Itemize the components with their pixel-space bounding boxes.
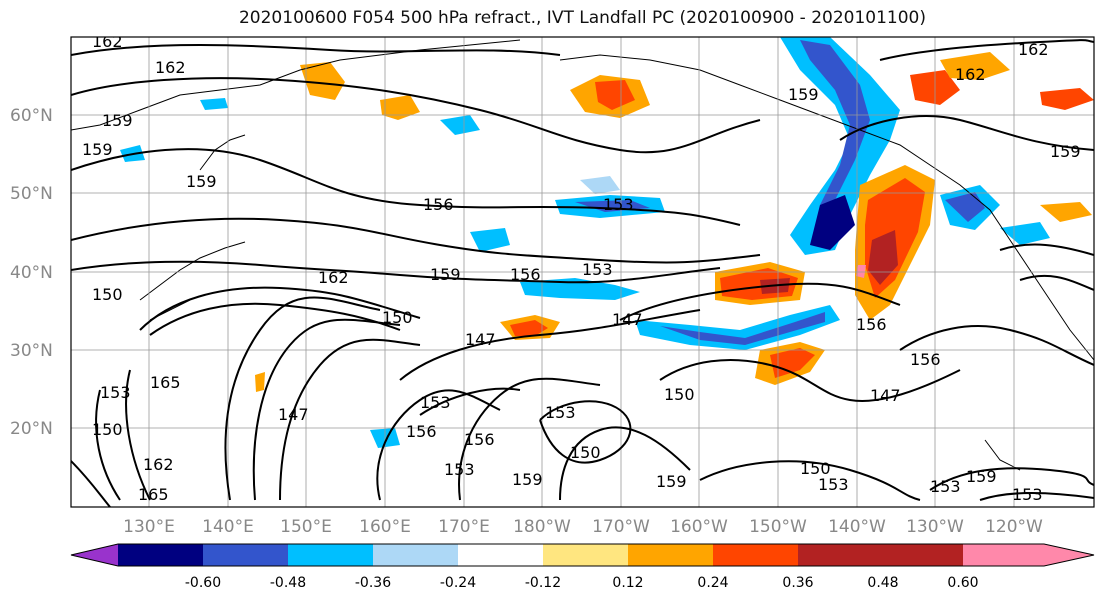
contour-label: 159	[966, 467, 997, 486]
contour-label-group: 162 162 159 159 159 156 153 159 156 153 …	[82, 32, 1081, 504]
lon-label-140e: 140°E	[202, 517, 254, 537]
refractivity-contours	[71, 39, 1094, 507]
lat-label-60n: 60°N	[10, 106, 53, 126]
contour-label: 153	[545, 403, 576, 422]
contour-label: 147	[612, 310, 643, 329]
contour-label: 156	[406, 422, 437, 441]
colorbar-tick-label: 0.48	[867, 575, 898, 591]
contour-label: 156	[910, 350, 941, 369]
latitude-labels: 60°N 50°N 40°N 30°N 20°N	[10, 106, 53, 439]
contour-label: 147	[278, 405, 309, 424]
colorbar-tick-label: -0.24	[440, 575, 476, 591]
contour-label: 165	[150, 373, 181, 392]
contour-label: 159	[430, 265, 461, 284]
colorbar-tick-label: 0.36	[782, 575, 813, 591]
ivt-shading	[120, 37, 1094, 448]
colorbar-swatch	[288, 544, 373, 566]
contour-label: 153	[818, 475, 849, 494]
contour-label: 153	[1012, 485, 1043, 504]
contour-label: 156	[856, 315, 887, 334]
contour-label: 159	[656, 472, 687, 491]
colorbar-swatch	[203, 544, 288, 566]
contour-label: 153	[582, 260, 613, 279]
contour-label: 150	[664, 385, 695, 404]
lat-label-50n: 50°N	[10, 184, 53, 204]
contour-label: 150	[92, 420, 123, 439]
negative-anomaly-subtropical	[635, 305, 840, 350]
lon-label-160e: 160°E	[359, 517, 411, 537]
colorbar-tick-label: -0.36	[355, 575, 391, 591]
lon-label-170w: 170°W	[592, 517, 650, 537]
contour-label: 159	[186, 172, 217, 191]
lon-label-130w: 130°W	[906, 517, 964, 537]
lon-label-150e: 150°E	[280, 517, 332, 537]
lat-label-30n: 30°N	[10, 341, 53, 361]
contour-label: 153	[930, 477, 961, 496]
lon-label-170e: 170°E	[438, 517, 490, 537]
contour-label: 150	[92, 285, 123, 304]
contour-label: 162	[955, 65, 986, 84]
colorbar-swatch	[798, 544, 883, 566]
longitude-labels: 130°E 140°E 150°E 160°E 170°E 180°W 170°…	[123, 517, 1043, 537]
contour-label: 159	[788, 85, 819, 104]
colorbar: -0.60 -0.48 -0.36 -0.24 -0.12 0.12 0.24 …	[70, 543, 1095, 591]
contour-label: 159	[1050, 142, 1081, 161]
map-frame	[70, 36, 1095, 508]
lon-label-160w: 160°W	[670, 517, 728, 537]
contour-label: 150	[382, 308, 413, 327]
map-title: 2020100600 F054 500 hPa refract., IVT La…	[238, 8, 926, 28]
colorbar-swatch	[963, 544, 1044, 566]
contour-label: 147	[465, 330, 496, 349]
lat-label-40n: 40°N	[10, 263, 53, 283]
colorbar-swatch	[543, 544, 628, 566]
lat-label-20n: 20°N	[10, 419, 53, 439]
contour-label: 147	[870, 386, 901, 405]
colorbar-tick-label: -0.48	[270, 575, 306, 591]
lon-label-140w: 140°W	[828, 517, 886, 537]
contour-label: 156	[464, 430, 495, 449]
contour-label: 150	[800, 459, 831, 478]
contour-label: 159	[512, 470, 543, 489]
colorbar-tick-label: -0.60	[185, 575, 221, 591]
colorbar-tick-label: 0.60	[947, 575, 978, 591]
contour-label: 162	[92, 32, 123, 51]
lon-label-120w: 120°W	[985, 517, 1043, 537]
lon-label-130e: 130°E	[123, 517, 175, 537]
contour-label: 162	[318, 268, 349, 287]
colorbar-swatch	[458, 544, 543, 566]
contour-label: 156	[423, 195, 454, 214]
colorbar-swatch	[883, 544, 963, 566]
colorbar-tick-label: 0.24	[697, 575, 728, 591]
colorbar-extend-max	[1044, 544, 1094, 566]
contour-label: 153	[444, 460, 475, 479]
graticule	[71, 37, 1094, 507]
contour-label: 156	[510, 265, 541, 284]
colorbar-swatch	[628, 544, 713, 566]
colorbar-tick-label: -0.12	[525, 575, 561, 591]
contour-label: 150	[570, 443, 601, 462]
contour-label: 153	[100, 383, 131, 402]
contour-label: 162	[143, 455, 174, 474]
contour-label: 153	[420, 393, 451, 412]
colorbar-swatch	[373, 544, 458, 566]
contour-label: 159	[82, 140, 113, 159]
colorbar-extend-min	[71, 544, 118, 566]
lon-label-150w: 150°W	[749, 517, 807, 537]
colorbar-outline	[70, 543, 1095, 567]
colorbar-swatch	[118, 544, 203, 566]
contour-label: 162	[155, 58, 186, 77]
negative-anomaly-gulf-alaska	[780, 37, 900, 255]
contour-label: 159	[102, 111, 133, 130]
lon-label-180w: 180°W	[513, 517, 571, 537]
contour-label: 153	[603, 195, 634, 214]
colorbar-tick-label: 0.12	[612, 575, 643, 591]
contour-label: 162	[1018, 40, 1049, 59]
contour-label: 165	[138, 485, 169, 504]
colorbar-swatch	[713, 544, 798, 566]
